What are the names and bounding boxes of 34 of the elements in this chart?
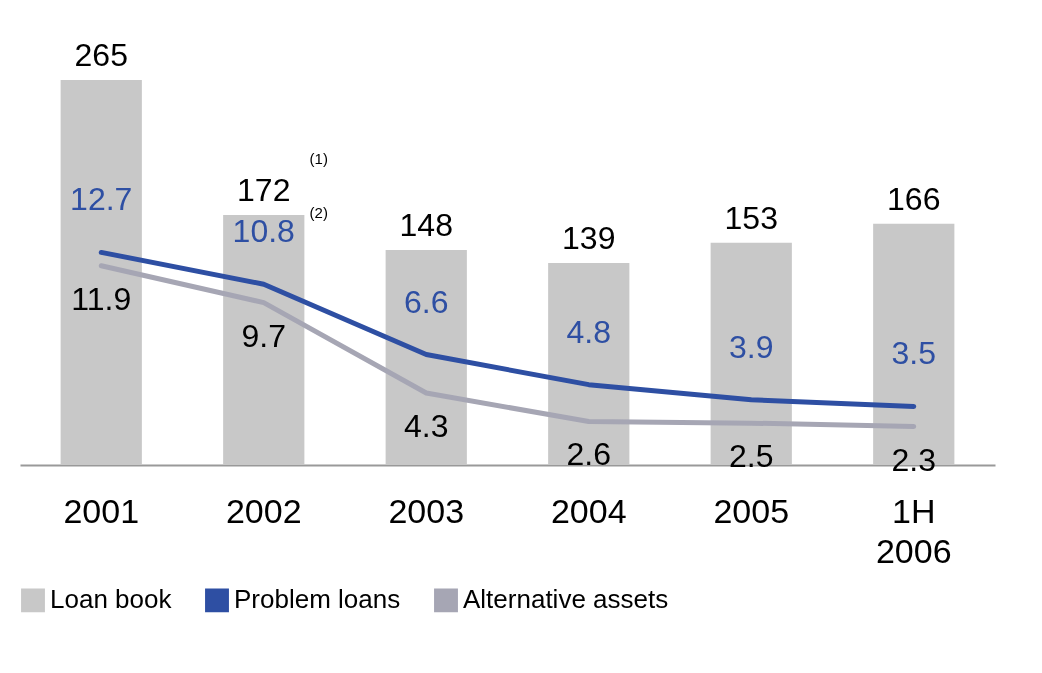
bar <box>385 249 467 465</box>
data-label: 172 <box>237 172 291 209</box>
data-label: 265 <box>74 37 128 73</box>
x-tick-label: 2002 <box>225 491 302 530</box>
data-label: 153 <box>724 199 778 236</box>
annotation: (2) <box>309 204 328 222</box>
data-label: 12.7 <box>70 181 133 218</box>
legend-label: Loan book <box>50 584 173 615</box>
data-label: 3.5 <box>891 335 936 372</box>
data-label: 148 <box>399 206 453 243</box>
data-label: 4.8 <box>566 313 611 350</box>
legend-label: Problem loans <box>234 584 401 615</box>
bar <box>710 242 792 465</box>
data-label: 6.6 <box>404 283 449 320</box>
x-tick-label: 2005 <box>713 491 790 530</box>
bar <box>223 215 305 465</box>
data-label: 2.6 <box>566 436 611 473</box>
x-tick-label: 2004 <box>550 491 627 530</box>
data-label: 10.8 <box>232 213 295 250</box>
data-label: 4.3 <box>404 408 449 445</box>
bar <box>60 80 142 465</box>
x-tick-label: 2001 <box>63 491 140 530</box>
data-label: 9.7 <box>241 317 286 354</box>
x-tick-label: 2003 <box>388 491 465 530</box>
annotation: (1) <box>309 150 328 168</box>
legend-label: Alternative assets <box>463 584 669 615</box>
data-label: 3.9 <box>729 328 774 365</box>
data-label: 11.9 <box>71 280 132 317</box>
data-label: 139 <box>562 220 616 257</box>
data-label: 2.3 <box>891 441 936 478</box>
x-tick-label: 1H 2006 <box>875 491 952 570</box>
bar <box>548 263 630 465</box>
data-label: 166 <box>887 180 941 217</box>
data-label: 2.5 <box>729 438 774 475</box>
